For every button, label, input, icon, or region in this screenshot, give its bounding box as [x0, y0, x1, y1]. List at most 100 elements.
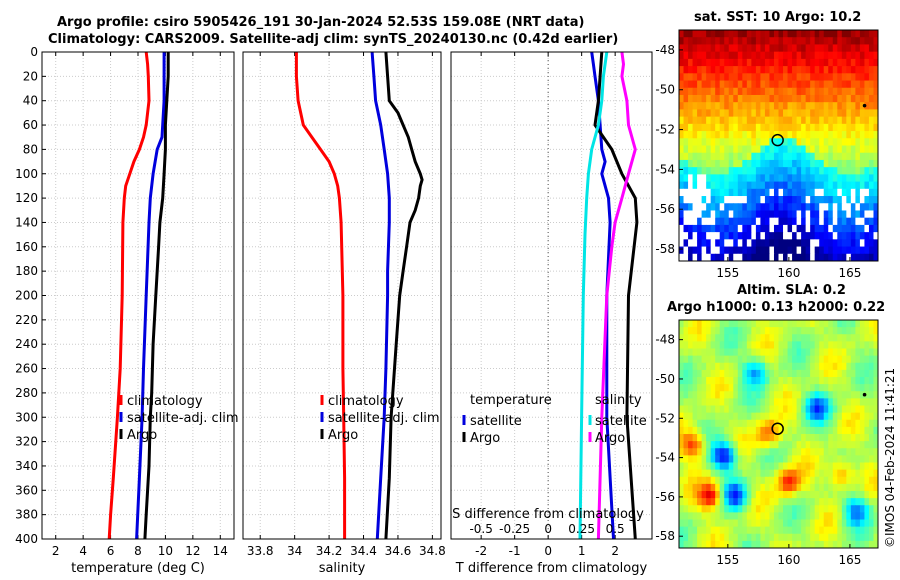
sst-map-cell	[724, 109, 730, 118]
sal-xlabel: salinity	[319, 561, 366, 576]
sla-map-cell	[755, 412, 761, 421]
sla-map-cell	[719, 483, 725, 492]
sla-map-cell	[832, 483, 838, 492]
sla-map-cell	[805, 320, 811, 328]
sla-map-cell	[792, 519, 798, 528]
sst-map-cell	[805, 30, 811, 38]
sla-map-cell	[796, 348, 802, 357]
sla-map-cell	[683, 441, 689, 449]
sst-map-cell	[764, 174, 770, 183]
sla-map-cell	[814, 355, 820, 364]
sla-map-cell	[715, 320, 721, 328]
depth-tick-label: 360	[15, 483, 38, 497]
sla-map-cell	[787, 334, 793, 342]
sla-map-cell	[742, 334, 748, 342]
sst-map-cell	[801, 123, 807, 132]
sst-map-cell	[819, 73, 825, 82]
sst-map-cell	[864, 102, 870, 110]
sst-map-cell	[783, 246, 789, 255]
sla-map-cell	[823, 462, 829, 471]
sla-map-cell	[783, 448, 789, 456]
sla-map-cell	[760, 355, 766, 364]
sla-map-cell	[719, 533, 725, 542]
sla-map-cell	[792, 483, 798, 492]
sst-map-cell	[755, 203, 761, 211]
sst-map-cell	[719, 51, 725, 60]
sla-map-cell	[764, 362, 770, 371]
sst-map-cell	[792, 167, 798, 175]
sst-map-cell	[751, 239, 757, 248]
sla-map-cell	[810, 355, 816, 364]
sst-map-cell	[746, 123, 752, 132]
sla-map-cell	[760, 512, 766, 521]
sla-map-cell	[819, 483, 825, 492]
sst-map-cell	[701, 116, 707, 125]
sst-map-cell	[773, 94, 779, 103]
sla-map-cell	[783, 426, 789, 435]
sst-map-cell	[755, 116, 761, 125]
sla-map-cell	[733, 498, 739, 506]
sst-map-cell	[823, 94, 829, 103]
sla-map-cell	[873, 533, 879, 542]
sst-map-cell	[733, 174, 739, 183]
sst-map-cell	[701, 232, 707, 240]
sla-map-cell	[868, 505, 874, 513]
sla-map-cell	[755, 348, 761, 357]
temp-series-satellite-adj-clim	[135, 52, 166, 540]
sst-map-cell	[868, 210, 874, 219]
sla-map-cell	[701, 412, 707, 421]
sla-map-cell	[810, 455, 816, 464]
sla-map-cell	[855, 434, 861, 442]
sla-map-cell	[801, 369, 807, 378]
sst-map-cell	[728, 145, 734, 154]
sla-map-cell	[773, 341, 779, 350]
sla-map-cell	[837, 369, 843, 378]
sst-map-cell	[755, 37, 761, 45]
sla-map-cell	[742, 405, 748, 414]
sla-map-cell	[801, 384, 807, 392]
sla-map-cell	[683, 462, 689, 471]
depth-tick-label: 220	[15, 313, 38, 327]
sla-map-cell	[864, 512, 870, 521]
sla-map-cell	[850, 491, 856, 499]
sla-map-cell	[737, 369, 743, 378]
sst-map-cell	[688, 152, 694, 161]
sla-map-cell	[737, 412, 743, 421]
sla-map-cell	[755, 434, 761, 442]
sst-map-cell	[850, 73, 856, 82]
sst-map-cell	[706, 102, 712, 110]
sst-map-cell	[746, 102, 752, 110]
sst-map-cell	[737, 246, 743, 255]
diff-legend-label-s: satellite	[595, 414, 647, 429]
sst-map-cell	[751, 116, 757, 125]
sst-map-cell	[805, 253, 811, 262]
sla-map-cell	[679, 341, 685, 350]
sla-map-cell	[710, 434, 716, 442]
sla-map-cell	[796, 327, 802, 335]
sst-map-cell	[805, 246, 811, 255]
sst-map-cell	[733, 224, 739, 233]
sla-map-cell	[697, 519, 703, 528]
sla-map-cell	[719, 426, 725, 435]
sla-map-cell	[760, 377, 766, 385]
sla-map-cell	[864, 377, 870, 385]
sst-map-cell	[751, 87, 757, 96]
sst-map-cell	[764, 159, 770, 168]
sla-map-cell	[697, 412, 703, 421]
sst-map-cell	[796, 246, 802, 255]
sla-map-cell	[679, 498, 685, 506]
sla-map-cell	[850, 540, 856, 549]
sst-map-cell	[814, 210, 820, 219]
sst-map-cell	[859, 224, 865, 233]
sst-map-cell	[855, 174, 861, 183]
sst-map-cell	[688, 167, 694, 175]
sst-map-cell	[742, 73, 748, 82]
sla-map-cell	[728, 334, 734, 342]
sla-map-cell	[724, 384, 730, 392]
sal-xtick-label: 34.8	[419, 544, 446, 558]
sla-map-cell	[792, 462, 798, 471]
sst-map-cell	[868, 239, 874, 248]
sst-map-cell	[792, 102, 798, 110]
sla-map-cell	[787, 533, 793, 542]
